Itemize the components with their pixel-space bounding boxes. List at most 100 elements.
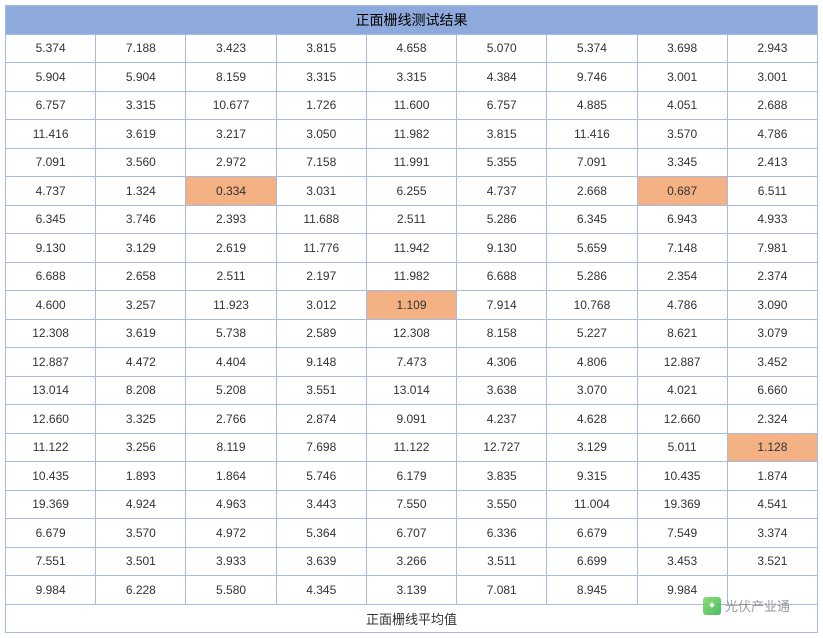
table-cell: 2.374 <box>727 262 817 291</box>
table-cell: 13.014 <box>366 376 456 405</box>
table-row: 9.1303.1292.61911.77611.9429.1305.6597.1… <box>6 234 818 263</box>
table-cell: 6.688 <box>6 262 96 291</box>
table-cell: 7.081 <box>457 576 547 605</box>
table-cell: 3.315 <box>96 91 186 120</box>
table-cell: 10.435 <box>6 462 96 491</box>
table-cell: 6.511 <box>727 177 817 206</box>
table-cell: 9.315 <box>547 462 637 491</box>
table-cell: 3.501 <box>96 547 186 576</box>
table-row: 13.0148.2085.2083.55113.0143.6383.0704.0… <box>6 376 818 405</box>
table-cell: 11.416 <box>547 120 637 149</box>
table-cell: 2.511 <box>186 262 276 291</box>
table-cell: 5.374 <box>6 34 96 63</box>
table-cell: 12.727 <box>457 433 547 462</box>
table-cell: 5.208 <box>186 376 276 405</box>
table-cell: 3.217 <box>186 120 276 149</box>
table-cell: 5.904 <box>96 63 186 92</box>
table-cell: 10.677 <box>186 91 276 120</box>
table-row: 6.3453.7462.39311.6882.5115.2866.3456.94… <box>6 205 818 234</box>
table-cell: 6.943 <box>637 205 727 234</box>
table-cell: 9.984 <box>6 576 96 605</box>
table-cell: 7.091 <box>547 148 637 177</box>
table-cell: 7.188 <box>96 34 186 63</box>
table-cell: 12.887 <box>637 348 727 377</box>
table-cell: 8.159 <box>186 63 276 92</box>
table-cell: 3.638 <box>457 376 547 405</box>
table-cell: 4.658 <box>366 34 456 63</box>
table-cell: 1.324 <box>96 177 186 206</box>
table-cell: 4.306 <box>457 348 547 377</box>
table-body: 5.3747.1883.4233.8154.6585.0705.3743.698… <box>6 34 818 604</box>
table-cell: 1.874 <box>727 462 817 491</box>
table-row: 11.1223.2568.1197.69811.12212.7273.1295.… <box>6 433 818 462</box>
table-cell: 3.374 <box>727 519 817 548</box>
table-cell: 4.786 <box>727 120 817 149</box>
table-cell: 4.021 <box>637 376 727 405</box>
table-cell: 6.345 <box>547 205 637 234</box>
table-cell: 3.443 <box>276 490 366 519</box>
table-cell: 6.699 <box>547 547 637 576</box>
table-cell: 5.286 <box>457 205 547 234</box>
table-cell: 11.600 <box>366 91 456 120</box>
table-cell: 8.208 <box>96 376 186 405</box>
table-row: 11.4163.6193.2173.05011.9823.81511.4163.… <box>6 120 818 149</box>
table-cell: 11.991 <box>366 148 456 177</box>
table-row: 6.6882.6582.5112.19711.9826.6885.2862.35… <box>6 262 818 291</box>
table-cell: 4.472 <box>96 348 186 377</box>
table-cell: 3.315 <box>276 63 366 92</box>
table-cell: 7.158 <box>276 148 366 177</box>
table-row: 7.0913.5602.9727.15811.9915.3557.0913.34… <box>6 148 818 177</box>
table-cell: 2.766 <box>186 405 276 434</box>
table-cell: 9.984 <box>637 576 727 605</box>
table-cell: 5.580 <box>186 576 276 605</box>
table-cell: 3.746 <box>96 205 186 234</box>
table-cell: 9.130 <box>6 234 96 263</box>
table-cell: 3.815 <box>457 120 547 149</box>
table-cell: 2.413 <box>727 148 817 177</box>
table-cell: 1.893 <box>96 462 186 491</box>
table-cell: 3.050 <box>276 120 366 149</box>
table-cell: 12.660 <box>637 405 727 434</box>
table-cell: 5.011 <box>637 433 727 462</box>
table-cell: 2.874 <box>276 405 366 434</box>
table-cell: 5.070 <box>457 34 547 63</box>
table-cell: 4.737 <box>6 177 96 206</box>
table-cell: 5.364 <box>276 519 366 548</box>
table-cell: 7.473 <box>366 348 456 377</box>
table-cell: 4.384 <box>457 63 547 92</box>
table-title: 正面栅线测试结果 <box>6 6 818 35</box>
table-cell: 6.679 <box>547 519 637 548</box>
table-row: 19.3694.9244.9633.4437.5503.55011.00419.… <box>6 490 818 519</box>
table-cell: 7.981 <box>727 234 817 263</box>
table-cell: 0.334 <box>186 177 276 206</box>
table-cell: 2.668 <box>547 177 637 206</box>
table-cell: 4.924 <box>96 490 186 519</box>
table-cell: 3.619 <box>96 319 186 348</box>
table-cell: 0.687 <box>637 177 727 206</box>
table-cell: 19.369 <box>637 490 727 519</box>
table-cell: 11.004 <box>547 490 637 519</box>
table-cell: 8.119 <box>186 433 276 462</box>
table-cell: 3.452 <box>727 348 817 377</box>
table-cell: 9.130 <box>457 234 547 263</box>
table-cell: 6.707 <box>366 519 456 548</box>
table-cell: 9.148 <box>276 348 366 377</box>
table-cell: 3.031 <box>276 177 366 206</box>
table-cell: 3.315 <box>366 63 456 92</box>
table-cell: 4.628 <box>547 405 637 434</box>
table-cell: 8.621 <box>637 319 727 348</box>
table-cell: 6.345 <box>6 205 96 234</box>
table-cell: 4.972 <box>186 519 276 548</box>
table-cell: 11.122 <box>366 433 456 462</box>
table-cell: 6.757 <box>6 91 96 120</box>
table-cell: 11.982 <box>366 120 456 149</box>
table-cell: 4.963 <box>186 490 276 519</box>
table-row: 4.7371.3240.3343.0316.2554.7372.6680.687… <box>6 177 818 206</box>
table-row: 4.6003.25711.9233.0121.1097.91410.7684.7… <box>6 291 818 320</box>
table-cell: 6.336 <box>457 519 547 548</box>
table-cell: 1.864 <box>186 462 276 491</box>
table-cell: 6.688 <box>457 262 547 291</box>
table-cell: 13.014 <box>6 376 96 405</box>
table-cell: 11.923 <box>186 291 276 320</box>
table-cell: 5.227 <box>547 319 637 348</box>
